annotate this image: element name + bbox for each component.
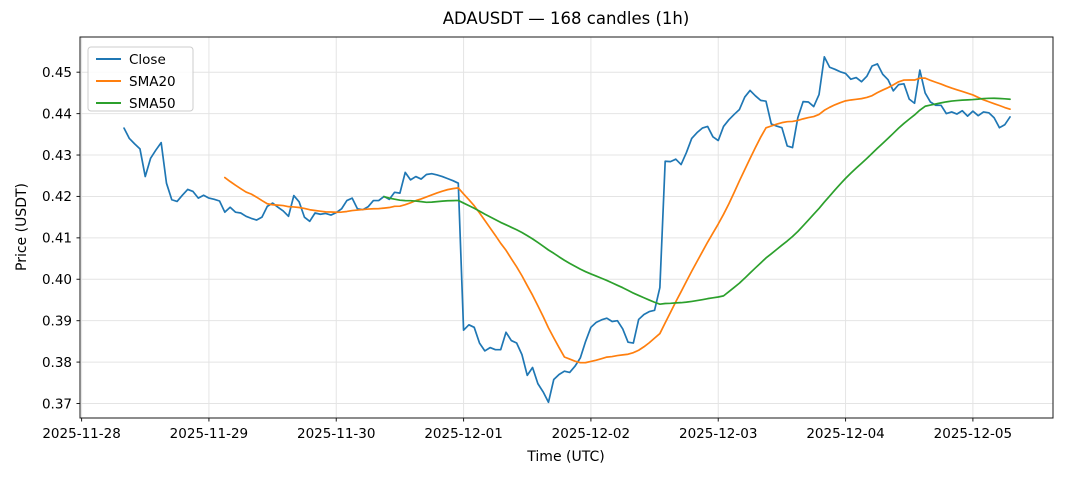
x-axis-label: Time (UTC) [526, 449, 604, 465]
series-line-close [123, 56, 1011, 404]
x-tick-label: 2025-12-04 [806, 426, 884, 442]
gridlines [80, 37, 1053, 418]
y-tick-label: 0.37 [42, 396, 72, 412]
x-tick-label: 2025-12-02 [552, 426, 630, 442]
plot-frame [79, 36, 1054, 419]
series-lines [123, 56, 1011, 404]
y-tick-label: 0.39 [42, 313, 72, 329]
y-tick-label: 0.45 [42, 65, 72, 81]
series-line-sma20 [223, 77, 1011, 364]
y-tick-label: 0.41 [42, 231, 72, 247]
chart-title: ADAUSDT — 168 candles (1h) [443, 9, 690, 28]
y-tick-label: 0.40 [42, 272, 72, 288]
legend-label-sma50: SMA50 [129, 96, 176, 112]
legend-label-sma20: SMA20 [129, 74, 176, 90]
x-tick-label: 2025-11-30 [297, 426, 375, 442]
y-axis-label: Price (USDT) [14, 183, 30, 271]
x-tick-label: 2025-12-01 [424, 426, 502, 442]
x-tick-label: 2025-12-03 [679, 426, 757, 442]
legend-label-close: Close [129, 52, 166, 68]
y-tick-label: 0.43 [42, 148, 72, 164]
y-tick-label: 0.42 [42, 189, 72, 205]
legend-frame [87, 46, 194, 112]
tick-marks [76, 71, 974, 422]
y-tick-label: 0.44 [42, 106, 72, 122]
x-tick-label: 2025-11-28 [42, 426, 120, 442]
legend: Close SMA20 SMA50 [87, 46, 194, 112]
tick-labels: 0.37 0.38 0.39 0.40 0.41 0.42 0.43 0.44 0.45 2025… [42, 65, 1012, 442]
x-tick-label: 2025-12-05 [934, 426, 1012, 442]
x-tick-label: 2025-11-29 [170, 426, 248, 442]
y-tick-label: 0.38 [42, 355, 72, 371]
series-line-sma50 [383, 97, 1011, 306]
